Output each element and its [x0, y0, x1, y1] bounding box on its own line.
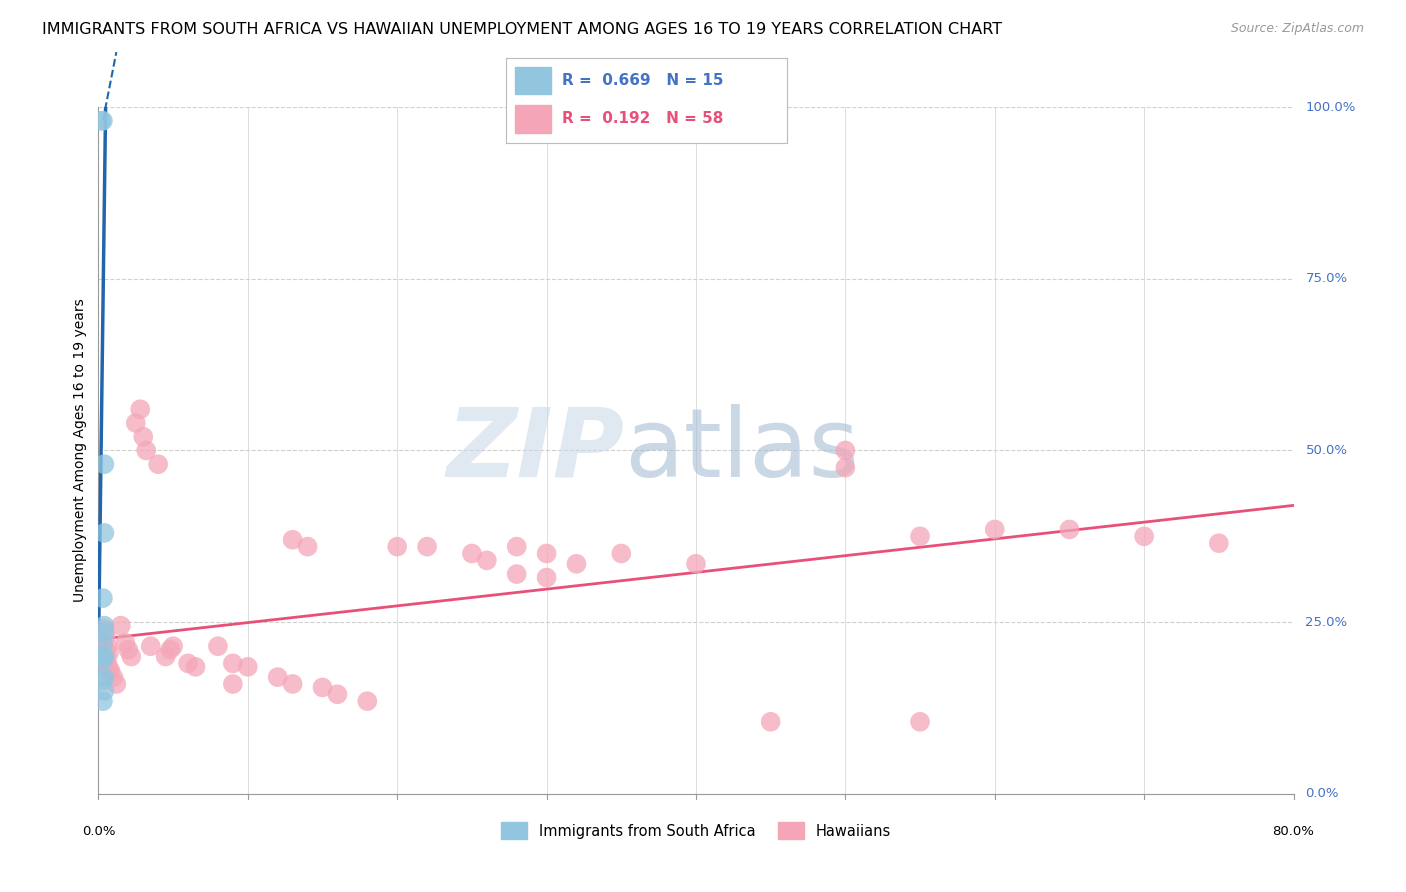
Text: 80.0%: 80.0%: [1272, 825, 1315, 838]
Point: [162, 639, 184, 653]
Point: [356, 694, 378, 708]
Point: [281, 533, 304, 547]
Text: atlas: atlas: [624, 404, 859, 497]
Point: [326, 687, 349, 701]
Point: [416, 540, 439, 554]
Point: [385, 540, 409, 554]
Point: [125, 416, 148, 430]
Point: [135, 443, 157, 458]
Point: [311, 681, 333, 695]
Text: 75.0%: 75.0%: [1306, 272, 1347, 285]
Point: [91, 636, 114, 650]
Point: [93, 683, 115, 698]
Point: [93, 625, 115, 640]
Text: 0.0%: 0.0%: [82, 825, 115, 838]
Point: [461, 546, 484, 561]
Point: [1133, 529, 1156, 543]
Legend: Immigrants from South Africa, Hawaiians: Immigrants from South Africa, Hawaiians: [495, 816, 897, 845]
Point: [236, 660, 259, 674]
Point: [120, 649, 142, 664]
Point: [90, 113, 112, 128]
Point: [93, 622, 115, 636]
Point: [148, 457, 170, 471]
Text: 100.0%: 100.0%: [1306, 101, 1355, 113]
Point: [685, 557, 707, 571]
Point: [984, 523, 1007, 537]
Point: [610, 546, 633, 561]
Point: [908, 714, 931, 729]
Point: [565, 557, 588, 571]
Point: [506, 540, 529, 554]
Point: [159, 642, 181, 657]
Point: [834, 443, 856, 458]
Point: [908, 529, 931, 543]
Text: IMMIGRANTS FROM SOUTH AFRICA VS HAWAIIAN UNEMPLOYMENT AMONG AGES 16 TO 19 YEARS : IMMIGRANTS FROM SOUTH AFRICA VS HAWAIIAN…: [42, 22, 1002, 37]
Point: [110, 618, 132, 632]
Point: [281, 677, 304, 691]
Point: [506, 567, 529, 582]
Point: [129, 402, 152, 417]
Point: [177, 657, 200, 671]
Point: [91, 591, 114, 606]
Bar: [515, 67, 551, 95]
Point: [267, 670, 290, 684]
Point: [132, 430, 155, 444]
Point: [93, 642, 115, 657]
Point: [114, 636, 136, 650]
Point: [96, 639, 118, 653]
Point: [93, 649, 115, 664]
Point: [91, 694, 114, 708]
Point: [94, 649, 117, 664]
Point: [536, 570, 558, 584]
Point: [98, 663, 122, 677]
Text: 25.0%: 25.0%: [1306, 615, 1347, 629]
Point: [222, 657, 245, 671]
Point: [94, 629, 117, 643]
Point: [93, 670, 115, 684]
Point: [184, 660, 207, 674]
Text: ZIP: ZIP: [446, 404, 624, 497]
Point: [91, 673, 114, 688]
Point: [91, 636, 114, 650]
Point: [93, 525, 115, 540]
Point: [207, 639, 229, 653]
Point: [536, 546, 558, 561]
Point: [96, 657, 118, 671]
Point: [103, 670, 125, 684]
Point: [759, 714, 782, 729]
Text: R =  0.669   N = 15: R = 0.669 N = 15: [562, 73, 724, 88]
Point: [117, 642, 139, 657]
Point: [97, 663, 120, 677]
Point: [139, 639, 162, 653]
Point: [93, 457, 115, 471]
Point: [93, 618, 115, 632]
Point: [1208, 536, 1230, 550]
Point: [91, 653, 114, 667]
Point: [475, 553, 498, 567]
Point: [1059, 523, 1081, 537]
Point: [97, 646, 120, 660]
Text: Source: ZipAtlas.com: Source: ZipAtlas.com: [1230, 22, 1364, 36]
Y-axis label: Unemployment Among Ages 16 to 19 years: Unemployment Among Ages 16 to 19 years: [73, 299, 87, 602]
Text: 0.0%: 0.0%: [1306, 788, 1339, 800]
Text: 50.0%: 50.0%: [1306, 444, 1347, 457]
Text: R =  0.192   N = 58: R = 0.192 N = 58: [562, 112, 724, 127]
Point: [155, 649, 177, 664]
Bar: [515, 105, 551, 133]
Point: [105, 677, 128, 691]
Point: [222, 677, 245, 691]
Point: [91, 649, 114, 664]
Point: [297, 540, 319, 554]
Point: [91, 113, 114, 128]
Point: [834, 460, 856, 475]
